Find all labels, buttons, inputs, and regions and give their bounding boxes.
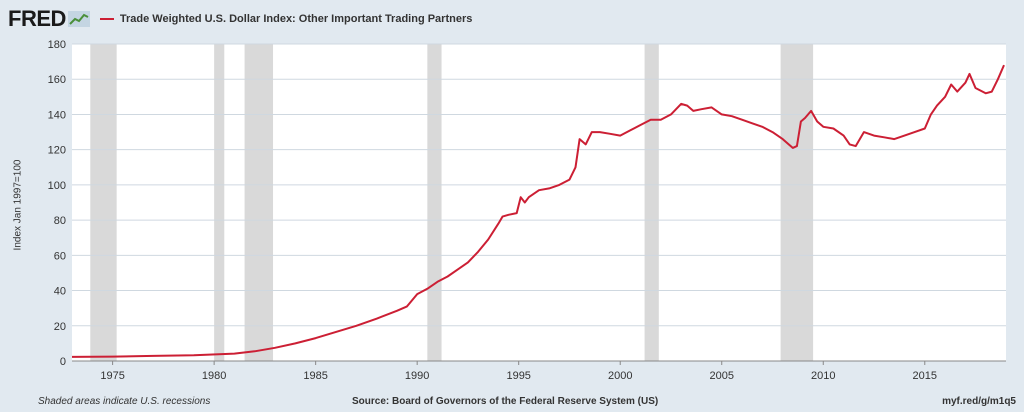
recession-note: Shaded areas indicate U.S. recessions: [38, 396, 211, 407]
y-tick-label: 100: [48, 180, 66, 192]
y-tick-label: 40: [54, 286, 66, 298]
recession-band: [90, 44, 117, 361]
x-tick-label: 1990: [405, 370, 429, 382]
x-tick-label: 2000: [608, 370, 632, 382]
recession-band: [214, 44, 225, 361]
x-tick-label: 2010: [811, 370, 835, 382]
y-tick-label: 160: [48, 74, 66, 86]
y-tick-label: 140: [48, 109, 66, 121]
x-tick-label: 1995: [506, 370, 530, 382]
short-url-link[interactable]: myf.red/g/m1q5: [942, 396, 1016, 407]
x-tick-label: 1980: [202, 370, 226, 382]
recession-band: [427, 44, 442, 361]
y-tick-label: 80: [54, 215, 66, 227]
y-tick-label: 0: [60, 356, 66, 368]
series-line: [71, 64, 1005, 358]
plot-area: [72, 44, 1006, 361]
y-tick-label: 20: [54, 321, 66, 333]
recession-band: [780, 44, 814, 361]
source-note: Source: Board of Governors of the Federa…: [352, 396, 659, 407]
y-tick-label: 180: [48, 39, 66, 51]
y-tick-label: 120: [48, 145, 66, 157]
x-tick-label: 1975: [100, 370, 124, 382]
legend-swatch: [99, 18, 114, 20]
chart-line-icon: [67, 11, 90, 27]
y-tick-label: 60: [54, 250, 66, 262]
chart-header: FRED Trade Weighted U.S. Dollar Index: O…: [8, 4, 472, 34]
x-tick-label: 2015: [913, 370, 937, 382]
legend-label: Trade Weighted U.S. Dollar Index: Other …: [119, 13, 473, 25]
x-tick-label: 1985: [303, 370, 327, 382]
y-axis-label: Index Jan 1997=100: [12, 159, 24, 251]
x-tick-label: 2005: [709, 370, 733, 382]
fred-logo[interactable]: FRED: [8, 6, 66, 31]
recession-band: [244, 44, 274, 361]
legend: Trade Weighted U.S. Dollar Index: Other …: [99, 13, 473, 25]
recession-band: [644, 44, 659, 361]
